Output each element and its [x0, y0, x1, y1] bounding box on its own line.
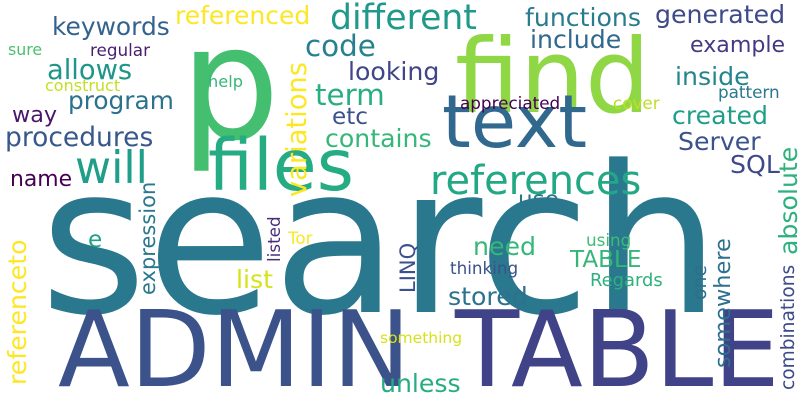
word-help: help: [208, 71, 243, 91]
word-term: term: [315, 78, 385, 113]
word-somewhere: somewhere: [710, 238, 736, 368]
word-variations: variations: [282, 62, 313, 197]
word-expression: expression: [136, 181, 160, 295]
word-p: p: [180, 0, 280, 177]
word-table-small: TABLE: [570, 247, 642, 274]
word-need: need: [473, 232, 536, 262]
word-tor: Tor: [288, 227, 313, 248]
word-listed: listed: [264, 216, 284, 262]
word-sure: sure: [8, 39, 43, 59]
word-e: e: [88, 227, 103, 254]
word-admin: ADMIN: [58, 288, 411, 400]
word-example: example: [690, 31, 786, 58]
word-referenced: referenced: [175, 0, 311, 30]
word-list: list: [236, 265, 273, 295]
word-etc: etc: [332, 104, 368, 131]
word-linq: LINQ: [396, 242, 420, 293]
word-find: find: [455, 16, 651, 137]
word-different: different: [330, 0, 477, 39]
word-include: include: [530, 25, 622, 55]
word-files: files: [208, 124, 354, 208]
word-use: use: [518, 187, 559, 214]
word-unless: unless: [380, 369, 461, 399]
word-using: using: [586, 229, 632, 250]
word-cover: cover: [613, 92, 660, 113]
word-inside: inside: [675, 62, 750, 92]
word-program: program: [68, 85, 174, 115]
word-stored: stored: [448, 282, 528, 312]
word-created: created: [672, 101, 768, 131]
word-sql: SQL: [730, 150, 780, 180]
word-search: search: [40, 123, 721, 362]
word-procedures: procedures: [5, 121, 154, 153]
word-allows: allows: [47, 55, 133, 87]
word-text: text: [442, 80, 588, 166]
word-table-large: TABLE: [455, 288, 780, 400]
word-regards: Regards: [590, 269, 663, 291]
word-way: way: [12, 101, 58, 128]
word-looking: looking: [348, 57, 440, 87]
word-functions: functions: [525, 3, 642, 33]
word-absolute: absolute: [774, 146, 800, 255]
word-contains: contains: [325, 124, 432, 154]
word-one: one: [690, 265, 711, 300]
word-something: something: [380, 328, 463, 347]
word-name: name: [10, 167, 73, 193]
word-server: Server: [678, 127, 761, 157]
word-thinking: thinking: [450, 257, 519, 278]
word-appreciated: appreciated: [460, 92, 561, 113]
word-references: references: [430, 158, 642, 205]
word-pattern: pattern: [718, 81, 780, 102]
word-code: code: [305, 29, 376, 64]
word-generated: generated: [655, 0, 786, 30]
word-keywords: keywords: [52, 11, 170, 41]
word-combinations: combinations: [778, 264, 799, 390]
word-will: will: [75, 142, 148, 194]
word-referenceto: referenceto: [3, 239, 32, 385]
word-regular: regular: [90, 39, 150, 60]
word-construct: construct: [45, 76, 121, 95]
